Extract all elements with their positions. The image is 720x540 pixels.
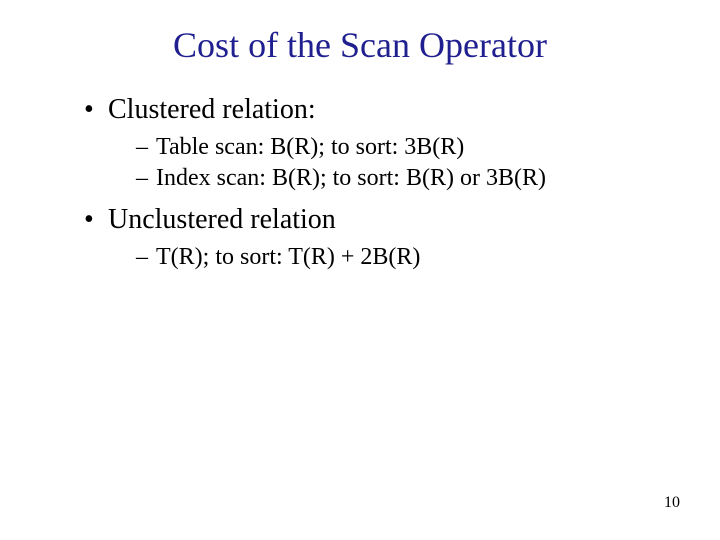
bullet-list: Clustered relation: Table scan: B(R); to… (60, 94, 660, 271)
slide: Cost of the Scan Operator Clustered rela… (0, 0, 720, 540)
sub-list-clustered: Table scan: B(R); to sort: 3B(R) Index s… (108, 134, 660, 192)
sub-unclustered-cost: T(R); to sort: T(R) + 2B(R) (136, 244, 660, 271)
bullet-unclustered-label: Unclustered relation (108, 204, 336, 235)
bullet-clustered-label: Clustered relation: (108, 94, 316, 125)
page-number: 10 (664, 494, 680, 512)
sub-table-scan: Table scan: B(R); to sort: 3B(R) (136, 134, 660, 161)
bullet-unclustered: Unclustered relation T(R); to sort: T(R)… (84, 204, 660, 271)
slide-title: Cost of the Scan Operator (60, 24, 660, 66)
sub-index-scan: Index scan: B(R); to sort: B(R) or 3B(R) (136, 165, 660, 192)
sub-list-unclustered: T(R); to sort: T(R) + 2B(R) (108, 244, 660, 271)
bullet-clustered: Clustered relation: Table scan: B(R); to… (84, 94, 660, 192)
